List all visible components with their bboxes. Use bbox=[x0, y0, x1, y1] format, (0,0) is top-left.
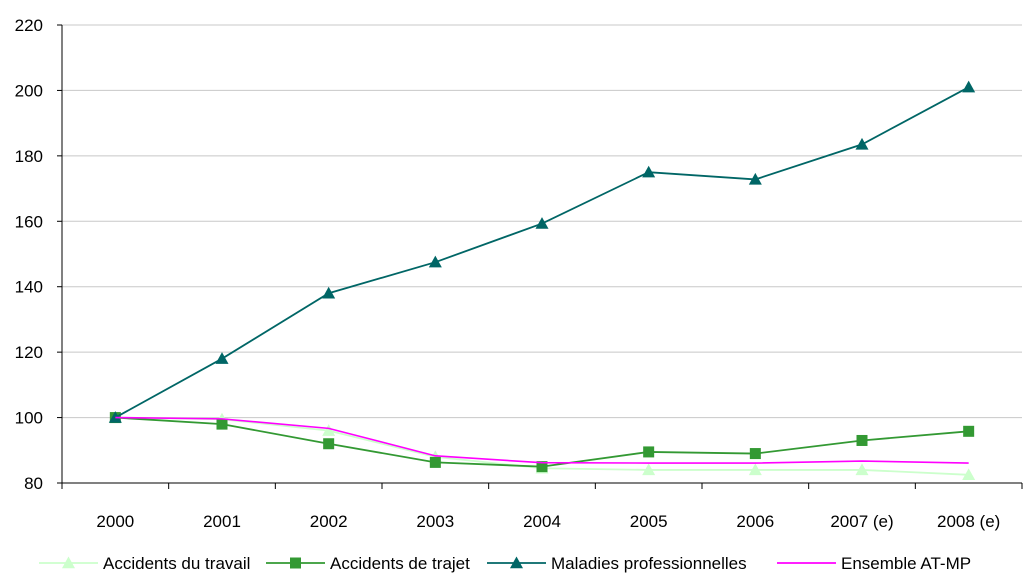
square-marker bbox=[323, 438, 335, 450]
triangle-marker bbox=[322, 286, 336, 299]
triangle-marker bbox=[962, 468, 976, 481]
triangle-marker bbox=[510, 556, 523, 569]
triangle-marker bbox=[855, 463, 869, 476]
square-marker bbox=[749, 448, 761, 460]
triangle-marker bbox=[62, 556, 75, 569]
series-group bbox=[108, 80, 976, 481]
series-line bbox=[115, 416, 969, 468]
legend-item: Accidents du travail bbox=[39, 554, 250, 573]
triangle-marker bbox=[535, 217, 549, 229]
y-tick-label: 180 bbox=[15, 147, 43, 166]
x-tick-label: 2007 (e) bbox=[830, 512, 893, 531]
square-marker bbox=[216, 418, 228, 430]
x-tick-label: 2000 bbox=[96, 512, 134, 531]
triangle-marker bbox=[962, 80, 976, 93]
legend: Accidents du travail Accidents de trajet M… bbox=[39, 554, 971, 573]
triangle-marker bbox=[108, 411, 122, 423]
legend-label: Accidents du travail bbox=[103, 554, 250, 573]
y-tick-label: 100 bbox=[15, 409, 43, 428]
triangle-marker bbox=[322, 424, 336, 436]
y-tick-label: 120 bbox=[15, 343, 43, 362]
legend-item: Accidents de trajet bbox=[266, 554, 470, 573]
triangle-marker bbox=[748, 172, 762, 185]
triangle-marker bbox=[428, 255, 442, 268]
square-marker bbox=[643, 446, 655, 458]
y-tick-label: 140 bbox=[15, 278, 43, 297]
legend-item: Ensemble AT-MP bbox=[777, 554, 971, 573]
x-tick-label: 2004 bbox=[523, 512, 561, 531]
triangle-marker bbox=[215, 352, 229, 364]
x-tick-label: 2008 (e) bbox=[937, 512, 1000, 531]
square-marker bbox=[963, 425, 975, 437]
triangle-marker bbox=[642, 463, 656, 476]
series-line bbox=[115, 416, 969, 464]
square-marker bbox=[429, 456, 441, 468]
triangle-marker bbox=[855, 137, 869, 150]
series-3 bbox=[115, 416, 969, 464]
y-tick-label: 200 bbox=[15, 81, 43, 100]
gridlines bbox=[62, 24, 1022, 419]
series-line bbox=[114, 86, 970, 419]
legend-label: Accidents de trajet bbox=[330, 554, 470, 573]
legend-label: Maladies professionnelles bbox=[551, 554, 747, 573]
axes bbox=[57, 24, 1023, 489]
square-marker bbox=[536, 461, 548, 473]
y-axis-tick-labels: 80 100 120 140 160 180 200 220 bbox=[15, 16, 43, 493]
x-tick-label: 2002 bbox=[310, 512, 348, 531]
y-tick-label: 220 bbox=[15, 16, 43, 35]
square-marker bbox=[290, 557, 301, 569]
triangle-marker bbox=[748, 463, 762, 476]
x-axis-tick-labels: 2000 2001 2002 2003 2004 2005 2006 2007 (e) 2008… bbox=[96, 512, 1000, 531]
x-tick-label: 2003 bbox=[416, 512, 454, 531]
legend-label: Ensemble AT-MP bbox=[841, 554, 971, 573]
triangle-marker bbox=[642, 165, 656, 178]
square-marker bbox=[856, 434, 868, 446]
y-tick-label: 80 bbox=[24, 474, 43, 493]
x-tick-label: 2005 bbox=[630, 512, 668, 531]
x-tick-label: 2006 bbox=[736, 512, 774, 531]
legend-item: Maladies professionnelles bbox=[487, 554, 747, 573]
y-tick-label: 160 bbox=[15, 212, 43, 231]
series-2 bbox=[108, 80, 976, 423]
x-tick-label: 2001 bbox=[203, 512, 241, 531]
